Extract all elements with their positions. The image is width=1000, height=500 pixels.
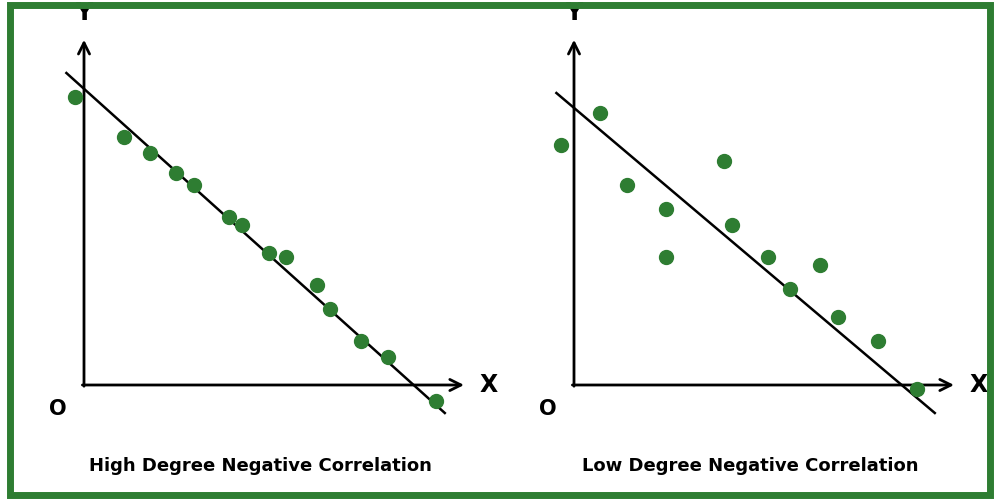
Point [353,337,369,345]
Point [67,93,83,101]
Point [760,253,776,261]
Text: Low Degree Negative Correlation: Low Degree Negative Correlation [582,457,918,475]
Point [724,221,740,229]
Point [234,221,250,229]
Point [553,141,569,149]
Text: X: X [480,373,498,397]
Point [658,205,674,213]
Text: X: X [970,373,988,397]
Point [186,181,202,189]
Point [116,133,132,141]
Point [309,281,325,289]
Point [380,353,396,361]
Text: Y: Y [565,1,583,25]
Point [168,169,184,177]
Point [322,305,338,313]
Point [619,181,635,189]
Point [278,253,294,261]
Point [870,337,886,345]
Point [716,157,732,165]
Point [909,385,925,393]
Text: O: O [49,399,66,419]
Point [142,149,158,157]
Point [658,253,674,261]
Point [261,249,277,257]
Point [592,109,608,117]
Text: Y: Y [75,1,93,25]
Point [428,397,444,405]
Point [830,313,846,321]
Point [812,261,828,269]
Point [782,285,798,293]
Text: High Degree Negative Correlation: High Degree Negative Correlation [89,457,431,475]
Text: O: O [539,399,556,419]
Point [221,213,237,221]
